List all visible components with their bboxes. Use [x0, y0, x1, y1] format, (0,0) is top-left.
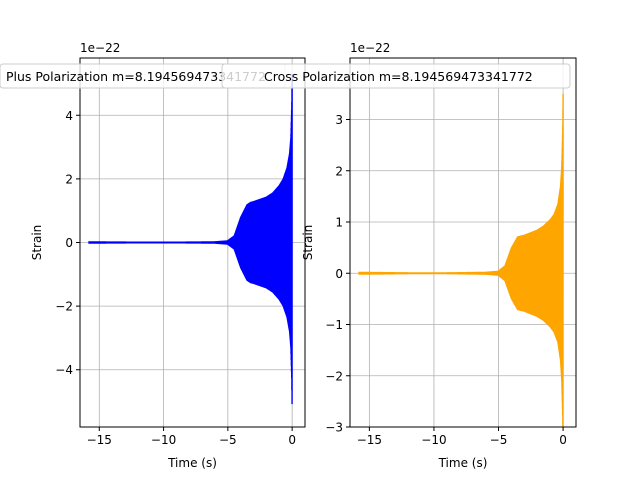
y-tick-label: 2 [335, 164, 343, 178]
x-tick-label: 0 [559, 433, 567, 447]
chart-1: −15 −10 −5 0 −4 −2 0 2 4 Time (s) Strain 1e−22 [30, 41, 306, 470]
x-axis-label: Time (s) [167, 456, 217, 470]
x-tick-label: 0 [288, 433, 296, 447]
legend-box [221, 63, 571, 89]
axes-frame [349, 57, 577, 428]
offset-text: 1e−22 [80, 41, 120, 55]
y-axis-label: Strain [30, 225, 44, 261]
legend-label: Plus Polarization m=8.194569473341772 [6, 69, 266, 84]
legend-1: Plus Polarization m=8.194569473341772 [0, 63, 286, 89]
x-tick-label: −10 [151, 433, 176, 447]
x-axis-label: Time (s) [438, 456, 488, 470]
x-tick-label: −5 [219, 433, 237, 447]
strain-waveform [358, 93, 564, 427]
y-axis-label: Strain [301, 225, 315, 261]
y-tick-label: 0 [335, 267, 343, 281]
x-tick-label: −15 [357, 433, 382, 447]
y-tick-label: −3 [325, 421, 343, 435]
y-tick-label: 2 [65, 172, 73, 186]
y-tick-label: −2 [325, 369, 343, 383]
x-tick-label: −10 [421, 433, 446, 447]
offset-text: 1e−22 [350, 41, 390, 55]
legend-2: Cross Polarization m=8.194569473341772 [221, 63, 571, 89]
strain-waveform [88, 73, 293, 405]
y-tick-label: 3 [335, 113, 343, 127]
y-tick-label: 4 [65, 109, 73, 123]
y-tick-label: −2 [55, 300, 73, 314]
y-tick-label: 0 [65, 236, 73, 250]
x-tick-label: −15 [87, 433, 112, 447]
y-tick-label: 1 [335, 216, 343, 230]
y-tick-label: −1 [325, 318, 343, 332]
x-tick-label: −5 [490, 433, 508, 447]
legend-label: Cross Polarization m=8.194569473341772 [264, 69, 533, 84]
y-tick-label: −4 [55, 363, 73, 377]
